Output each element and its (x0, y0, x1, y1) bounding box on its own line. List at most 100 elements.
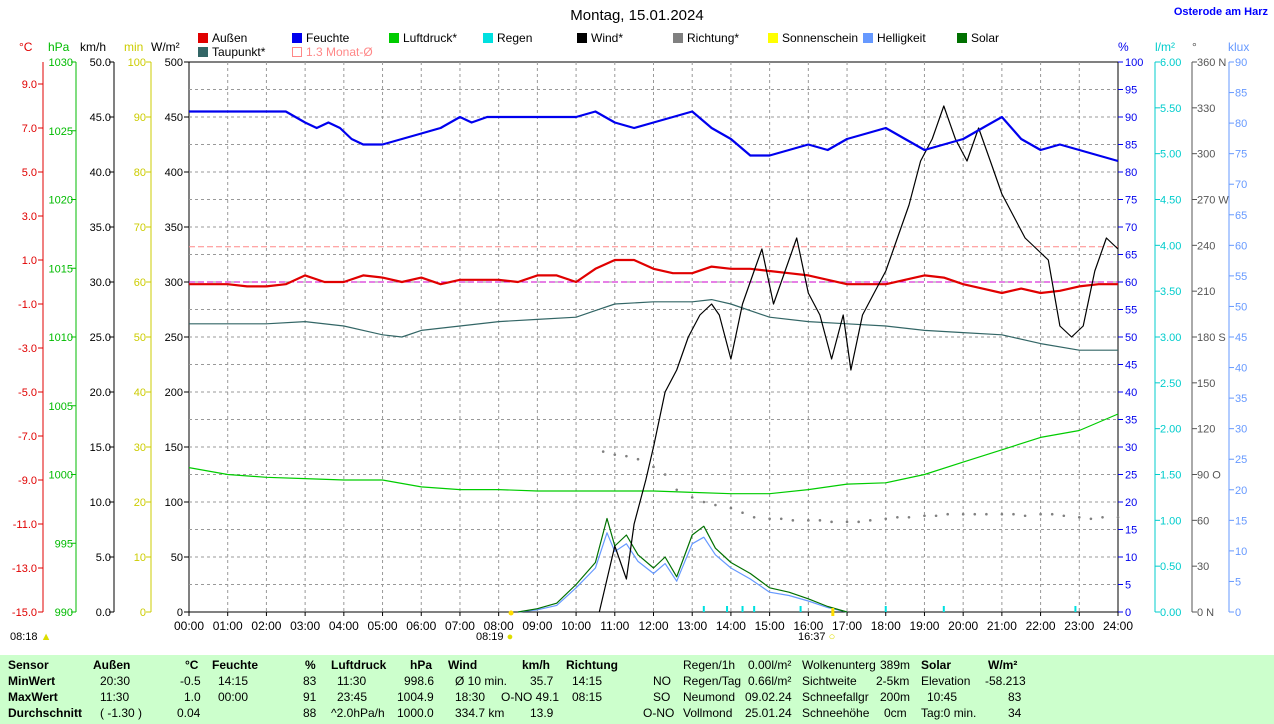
row-label-max: MaxWert (8, 690, 58, 704)
aussen-avg-note: ( -1.30 ) (100, 706, 143, 720)
sicht-val: 2-5km (876, 674, 910, 688)
direction-dot (973, 512, 977, 516)
sun-tick-label: 10 (134, 552, 146, 564)
x-tick-label: 22:00 (1026, 619, 1056, 633)
press-tick-label: 1010 (49, 332, 73, 344)
legend-label: Richtung* (687, 31, 740, 45)
direction-dot (934, 514, 938, 518)
dir-tick-label: 300 (1197, 149, 1215, 161)
series-solar (517, 517, 848, 613)
legend-swatch (768, 33, 778, 43)
direction-dot (729, 506, 733, 510)
wind-tick-label: 40.0 (90, 167, 111, 179)
temp-tick-label: 3.0 (22, 211, 37, 223)
lux-tick-label: 80 (1235, 118, 1247, 130)
hum-tick-label: 35 (1125, 415, 1137, 427)
dir-tick-label: 330 (1197, 103, 1215, 115)
direction-dot (613, 453, 617, 456)
wolken-label: Wolkenunterg (802, 658, 876, 672)
direction-dot (985, 512, 988, 516)
regen-tag-label: Regen/Tag (683, 674, 742, 688)
series-feuchte (189, 110, 1119, 163)
temp-tick-label: -13.0 (12, 563, 37, 575)
legend-label: Wind* (591, 31, 624, 45)
direction-dot (1012, 512, 1015, 516)
weather-chart: 9.0 7.0 5.0 3.0 1.0 -1.0 -3.0 -5.0 -7.0 -9.0 -11.0… (12, 57, 1247, 633)
dir-tick-label: 0 N (1197, 607, 1214, 619)
sunrise-mark: 08:19 ● (476, 631, 514, 643)
aussen-max-time: 11:30 (100, 690, 130, 704)
solar-head: Solar (921, 658, 952, 672)
direction-dot (830, 520, 833, 524)
hum-tick-label: 20 (1125, 497, 1137, 509)
row-label-sensor: Sensor (8, 658, 49, 672)
press-tick-label: 1025 (49, 126, 73, 138)
hum-tick-label: 90 (1125, 112, 1137, 124)
richtung-head: Richtung (566, 658, 618, 672)
solar-tick-label: 250 (165, 332, 183, 344)
hum-tick-label: 55 (1125, 305, 1137, 317)
sun-left-mark: 08:18 ▲ (10, 631, 52, 643)
direction-dot (884, 517, 888, 521)
rain-tick-bar (741, 606, 744, 612)
lux-tick-label: 30 (1235, 424, 1247, 436)
dir-tick-label: 60 (1197, 515, 1209, 527)
x-tick-label: 13:00 (677, 619, 707, 633)
x-tick-label: 24:00 (1103, 619, 1133, 633)
rain-tick-label: 3.50 (1160, 286, 1181, 298)
direction-dot (1116, 515, 1120, 519)
feuchte-min-val: 83 (303, 674, 317, 688)
wind-tick-label: 0.0 (96, 607, 111, 619)
temp-tick-label: -5.0 (18, 387, 37, 399)
aussen-max-val: 1.0 (184, 690, 201, 704)
location-link[interactable]: Osterode am Harz (1173, 6, 1268, 18)
legend-label: 1.3 Monat-Ø (306, 45, 373, 59)
wind-tick-label: 45.0 (90, 112, 111, 124)
vollmond-val: 25.01.24 (745, 706, 792, 720)
direction-dot (702, 500, 706, 504)
dir-tick-label: 240 (1197, 240, 1215, 252)
x-tick-label: 21:00 (987, 619, 1017, 633)
legend-swatch (483, 33, 493, 43)
feuchte-unit: % (305, 658, 316, 672)
legend-item-6: Sonnenschein (768, 31, 858, 45)
temp-tick-label: 5.0 (22, 167, 37, 179)
rain-tick-label: 2.50 (1160, 378, 1181, 390)
wind-tick-label: 50.0 (90, 57, 111, 69)
legend-item-2: Luftdruck* (389, 31, 457, 45)
direction-dot (768, 517, 771, 521)
luftdruck-trend: ^2.0hPa/h (331, 706, 385, 720)
richtung-avg-val: O-NO (643, 706, 675, 720)
richtung-r1-time: 14:15 (572, 674, 603, 688)
x-tick-label: 17:00 (832, 619, 862, 633)
regen-tag-val: 0.66l/m² (748, 674, 792, 688)
wind-avg-val: 13.9 (530, 706, 554, 720)
hum-tick-label: 5 (1125, 580, 1131, 592)
neumond-val: 09.02.24 (745, 690, 792, 704)
hum-tick-label: 75 (1125, 195, 1137, 207)
luftdruck-unit: hPa (410, 658, 433, 672)
wind-unit: km/h (522, 658, 551, 672)
temp-tick-label: -11.0 (13, 519, 37, 531)
feuchte-avg-val: 88 (303, 706, 317, 720)
direction-dot (1050, 512, 1054, 516)
rain-tick-label: 1.50 (1160, 470, 1181, 482)
direction-dot (1023, 514, 1027, 518)
sun-tick-label: 0 (140, 607, 146, 619)
rain-tick-label: 4.00 (1160, 240, 1181, 252)
regen-1h-label: Regen/1h (683, 658, 736, 672)
direction-dot (652, 465, 655, 469)
hum-tick-label: 95 (1125, 85, 1137, 97)
schneefall-label: Schneefallgr (802, 690, 869, 704)
lux-tick-label: 10 (1235, 546, 1247, 558)
wind-tick-label: 15.0 (90, 442, 111, 454)
direction-dot (923, 514, 926, 518)
legend-label: Regen (497, 31, 533, 45)
x-tick-label: 05:00 (368, 619, 398, 633)
legend-swatch (389, 33, 399, 43)
lux-tick-label: 25 (1235, 454, 1247, 466)
rain-tick-bar (753, 606, 756, 612)
hum-tick-label: 0 (1125, 607, 1131, 619)
direction-dot (818, 519, 822, 522)
lux-tick-label: 45 (1235, 332, 1247, 344)
